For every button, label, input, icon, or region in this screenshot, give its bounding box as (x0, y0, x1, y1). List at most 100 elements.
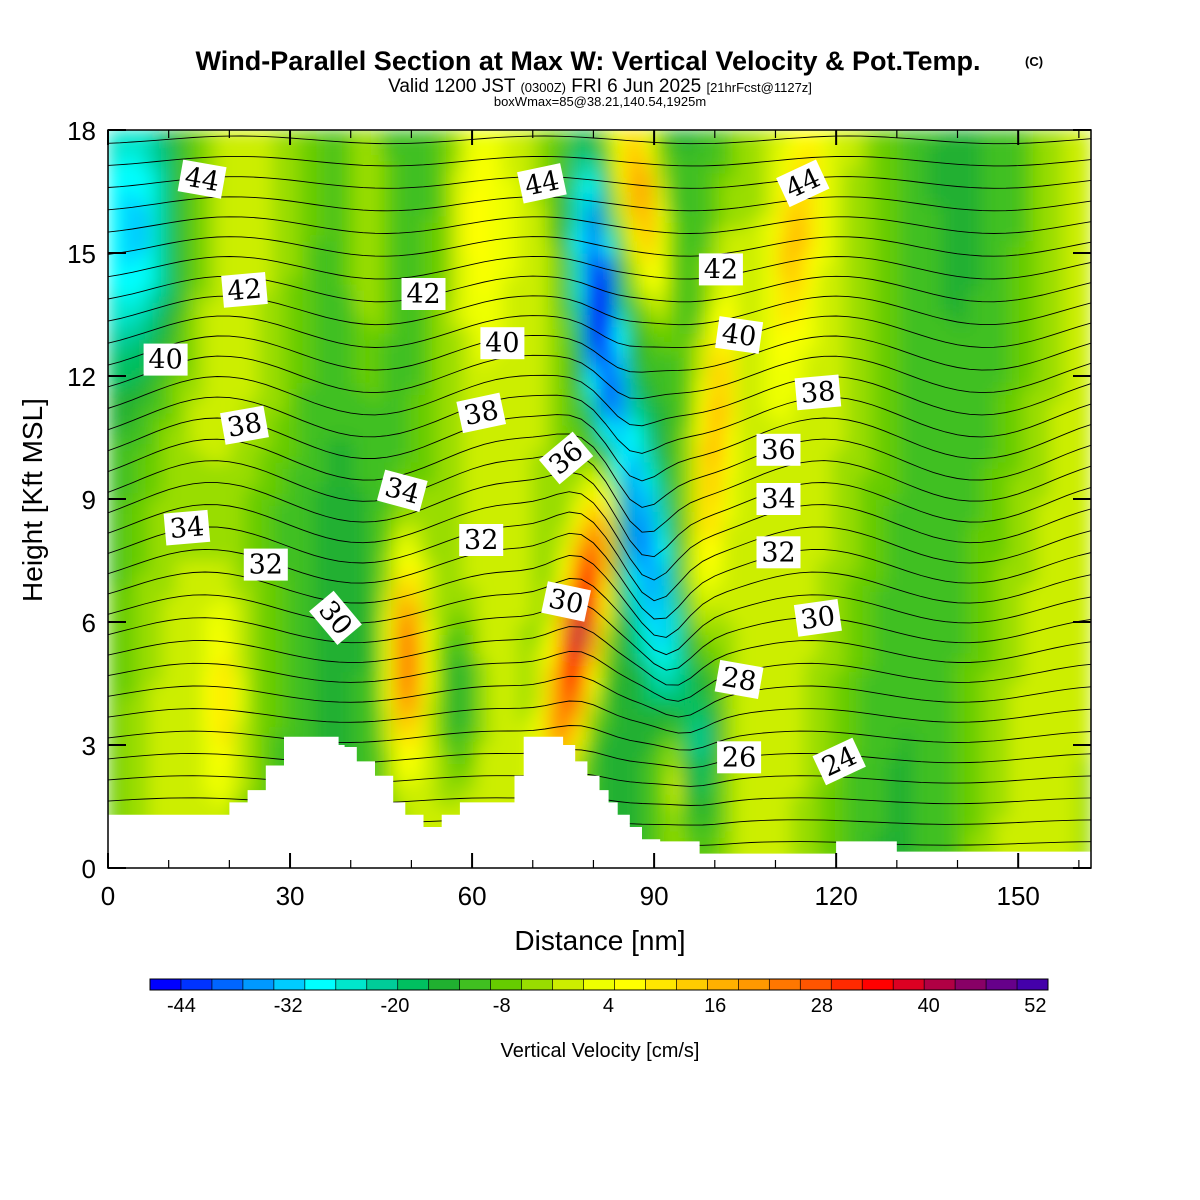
theta-label-text: 38 (225, 407, 264, 443)
x-tick-label: 150 (996, 881, 1039, 911)
theta-label-text: 44 (182, 161, 221, 197)
theta-contour-line (108, 675, 1091, 718)
theta-label-text: 40 (720, 318, 758, 353)
theta-label: 30 (541, 581, 591, 622)
theta-contour-line (108, 650, 1091, 702)
colorbar-swatch (490, 979, 522, 990)
theta-label: 28 (714, 659, 764, 699)
colorbar-swatch (614, 979, 646, 990)
theta-contour-line (108, 334, 1091, 373)
y-tick-label: 12 (67, 362, 96, 392)
colorbar-tick-label: 16 (704, 995, 726, 1017)
colorbar-swatch (986, 979, 1018, 990)
theta-label: 40 (143, 343, 188, 376)
colorbar-tick-label: 28 (811, 995, 833, 1017)
terrain (108, 736, 1091, 868)
x-axis-label: Distance [nm] (514, 925, 685, 956)
theta-label: 38 (220, 405, 269, 445)
theta-label-text: 38 (799, 376, 836, 410)
chart-title: Wind-Parallel Section at Max W: Vertical… (196, 46, 981, 76)
colorbar-swatch (955, 979, 987, 990)
theta-label: 42 (401, 278, 446, 310)
theta-contour-line (108, 725, 1091, 751)
x-tick-label: 30 (276, 881, 305, 911)
theta-label-text: 34 (761, 484, 795, 515)
theta-label-text: 32 (464, 525, 498, 556)
theta-contour-line (108, 749, 1091, 769)
theta-contour-line (108, 700, 1091, 734)
theta-label-text: 32 (249, 550, 283, 581)
theta-contour-line (108, 626, 1091, 686)
colorbar-tick-label: -8 (493, 995, 511, 1017)
colorbar-swatch (211, 979, 244, 990)
theta-contour-line (108, 236, 1091, 257)
colorbar-swatch (304, 979, 337, 990)
y-tick-label: 0 (82, 854, 96, 884)
theta-label: 44 (517, 163, 567, 204)
copyright-mark: (C) (1025, 54, 1043, 69)
theta-contour-line (108, 511, 1091, 602)
colorbar-swatch (676, 979, 708, 990)
colorbar-swatch (893, 979, 925, 990)
colorbar-swatch (150, 979, 182, 990)
colorbar-tick-label: -32 (274, 995, 303, 1017)
x-tick-label: 0 (101, 881, 115, 911)
theta-label: 26 (717, 741, 762, 774)
x-tick-label: 90 (640, 881, 669, 911)
x-tick-label: 120 (814, 881, 857, 911)
theta-label: 30 (793, 598, 842, 637)
theta-contour-line (108, 471, 1091, 558)
theta-label-text: 30 (799, 601, 837, 636)
y-tick-label: 6 (82, 608, 96, 638)
colorbar-swatch (738, 979, 770, 990)
theta-label: 44 (177, 159, 227, 199)
theta-label-text: 30 (546, 583, 586, 620)
theta-label: 32 (756, 536, 801, 569)
colorbar-swatch (459, 979, 491, 990)
colorbar-swatch (862, 979, 894, 990)
theta-label: 32 (243, 548, 288, 581)
theta-contour-line (108, 315, 1091, 349)
theta-label: 40 (480, 327, 525, 360)
valid-zulu: (0300Z) (520, 80, 566, 95)
theta-contour-line (108, 577, 1091, 656)
theta-label-text: 42 (406, 279, 440, 310)
theta-contour-line (108, 155, 1091, 167)
colorbar-swatch (1017, 979, 1049, 990)
theta-contour-line (108, 433, 1091, 508)
colorbar-swatch (552, 979, 584, 990)
theta-label-text: 34 (168, 511, 205, 545)
colorbar-tick-label: 4 (603, 995, 614, 1017)
theta-label: 40 (715, 316, 764, 354)
y-tick-label: 15 (67, 239, 96, 269)
theta-contour-line (108, 196, 1091, 212)
colorbar-tick-label: -44 (167, 995, 196, 1017)
colorbar-label: Vertical Velocity [cm/s] (501, 1040, 700, 1062)
box-wmax: boxWmax=85@38.21,140.54,1925m (494, 94, 706, 109)
forecast-info: [21hrFcst@1127z] (706, 80, 811, 95)
y-axis-label: Height [Kft MSL] (17, 398, 48, 602)
colorbar-swatch (428, 979, 460, 990)
colorbar-tick-label: 52 (1024, 995, 1046, 1017)
theta-label-text: 28 (719, 662, 758, 698)
colorbar-swatch (800, 979, 832, 990)
theta-label: 36 (756, 433, 801, 466)
theta-label-text: 42 (226, 273, 263, 307)
colorbar-swatch (707, 979, 739, 990)
x-tick-label: 60 (458, 881, 487, 911)
vertical-velocity-field (108, 130, 1091, 868)
theta-contour-line (108, 354, 1091, 400)
theta-label: 34 (163, 509, 211, 546)
valid-date: FRI 6 Jun 2025 (571, 76, 701, 97)
theta-contour-line (108, 414, 1091, 482)
colorbar-swatch (242, 979, 275, 990)
colorbar-swatch (831, 979, 863, 990)
theta-contour-line (108, 135, 1091, 145)
theta-label: 42 (221, 272, 268, 308)
theta-label-text: 32 (761, 537, 795, 568)
theta-label: 32 (459, 524, 504, 556)
colorbar-tick-label: -20 (380, 995, 409, 1017)
